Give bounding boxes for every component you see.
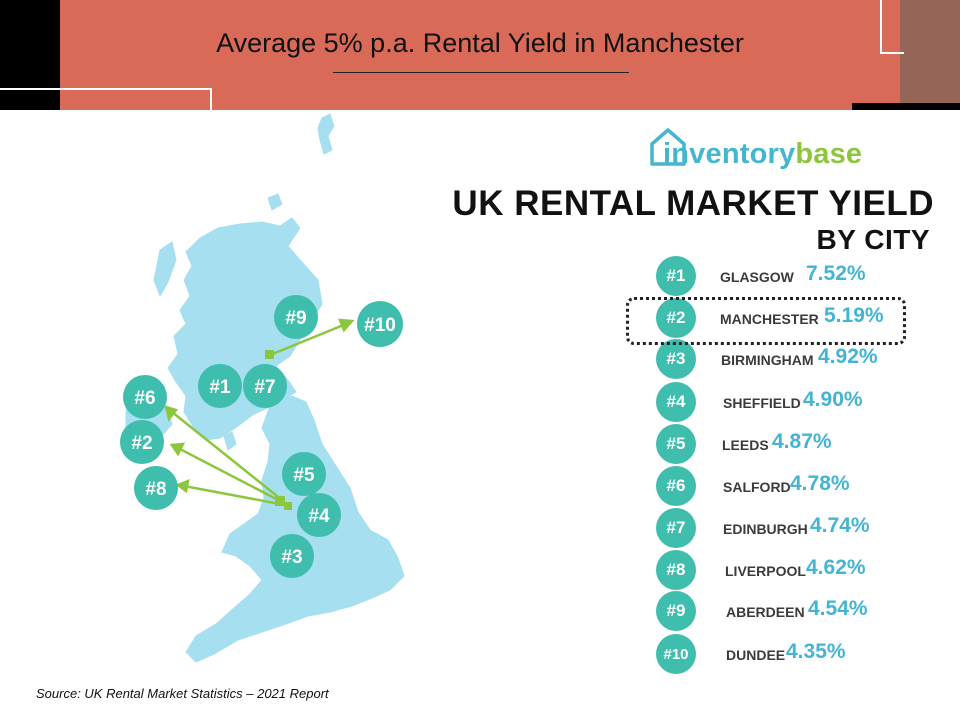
svg-text:#10: #10: [364, 315, 396, 336]
rank-badge: #8: [656, 550, 696, 590]
rank-badge: #2: [656, 298, 696, 338]
yield-value: 4.78%: [790, 472, 850, 495]
city-name: EDINBURGH: [723, 521, 808, 537]
logo-text-part1: inventory: [663, 138, 796, 170]
title-underline: [333, 72, 629, 73]
city-name: LEEDS: [722, 437, 769, 453]
uk-map: #1 #7 #9 #10 #6 #2 #8 #5: [120, 113, 405, 663]
svg-text:#3: #3: [281, 547, 302, 568]
city-name: GLASGOW: [720, 269, 794, 285]
header-outline-right: [880, 0, 904, 54]
yield-value: 4.35%: [786, 640, 846, 663]
map-marker-2: #2: [120, 420, 164, 464]
svg-text:#8: #8: [145, 479, 166, 500]
ranking-row-10: #10 DUNDEE 4.35%: [656, 634, 916, 674]
ranking-row-7: #7 EDINBURGH 4.74%: [656, 508, 916, 548]
yield-value: 4.90%: [803, 388, 863, 411]
brand-logo: inventorybase: [663, 138, 862, 171]
ranking-row-1: #1 GLASGOW 7.52%: [656, 256, 916, 296]
city-name: ABERDEEN: [726, 604, 805, 620]
logo-text-part2: base: [795, 138, 863, 170]
source-caption: Source: UK Rental Market Statistics – 20…: [36, 686, 329, 701]
yield-value: 7.52%: [806, 262, 866, 285]
yield-value: 4.92%: [818, 345, 878, 368]
ranking-row-4: #4 SHEFFIELD 4.90%: [656, 382, 916, 422]
map-marker-3: #3: [270, 534, 314, 578]
rank-badge: #7: [656, 508, 696, 548]
ranking-row-8: #8 LIVERPOOL 4.62%: [656, 550, 916, 590]
yield-value: 5.19%: [824, 304, 884, 327]
svg-text:#6: #6: [134, 388, 155, 409]
header-brown-block: [900, 0, 960, 105]
map-marker-10: #10: [357, 301, 403, 347]
yield-value: 4.54%: [808, 597, 868, 620]
infographic-subtitle: BY CITY: [816, 224, 930, 255]
manchester-highlight-box: [626, 297, 906, 345]
svg-text:#4: #4: [308, 506, 330, 527]
rank-badge: #9: [656, 591, 696, 631]
city-name: BIRMINGHAM: [721, 352, 814, 368]
ranking-row-2: #2 MANCHESTER 5.19%: [656, 298, 916, 338]
infographic-title: UK RENTAL MARKET YIELD: [452, 184, 934, 223]
svg-text:#9: #9: [285, 308, 306, 329]
header-outline-left: [0, 88, 212, 120]
header-black-bar: [852, 103, 960, 110]
map-marker-9: #9: [274, 295, 318, 339]
rank-badge: #1: [656, 256, 696, 296]
map-marker-6: #6: [123, 375, 167, 419]
ranking-row-6: #6 SALFORD 4.78%: [656, 466, 916, 506]
map-marker-5: #5: [282, 452, 326, 496]
map-marker-7: #7: [243, 364, 287, 408]
ranking-row-5: #5 LEEDS 4.87%: [656, 424, 916, 464]
header-band: [0, 0, 960, 110]
yield-value: 4.87%: [772, 430, 832, 453]
rank-badge: #3: [656, 339, 696, 379]
city-name: LIVERPOOL: [725, 563, 806, 579]
yield-value: 4.62%: [806, 556, 866, 579]
header-black-block: [0, 0, 60, 110]
city-name: DUNDEE: [726, 647, 786, 663]
svg-text:#2: #2: [131, 433, 152, 454]
rank-badge: #4: [656, 382, 696, 422]
city-name: SALFORD: [723, 479, 791, 495]
map-marker-1: #1: [198, 364, 242, 408]
slide-title: Average 5% p.a. Rental Yield in Manchest…: [216, 28, 744, 58]
ranking-row-3: #3 BIRMINGHAM 4.92%: [656, 339, 916, 379]
city-name: SHEFFIELD: [723, 395, 801, 411]
rank-badge: #5: [656, 424, 696, 464]
svg-text:#1: #1: [209, 377, 231, 398]
map-marker-8: #8: [134, 466, 178, 510]
rank-badge: #10: [656, 634, 696, 674]
svg-text:#7: #7: [254, 377, 275, 398]
ranking-row-9: #9 ABERDEEN 4.54%: [656, 591, 916, 631]
rank-badge: #6: [656, 466, 696, 506]
svg-text:#5: #5: [293, 465, 315, 486]
yield-value: 4.74%: [810, 514, 870, 537]
map-marker-4: #4: [297, 493, 341, 537]
house-logo-icon: [650, 128, 686, 166]
city-name: MANCHESTER: [720, 311, 819, 327]
